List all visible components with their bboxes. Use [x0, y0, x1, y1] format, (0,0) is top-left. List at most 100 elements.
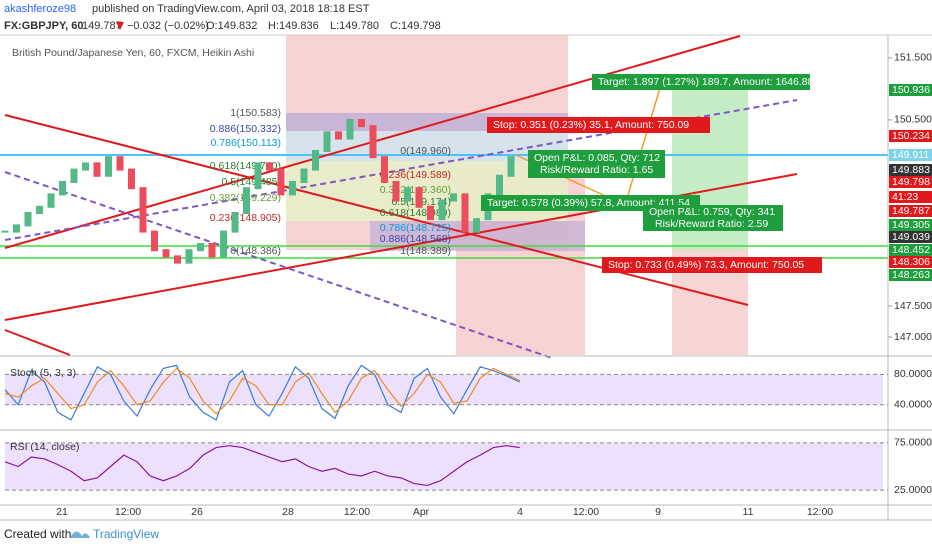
- price-tag-label: 148.263: [892, 269, 930, 281]
- fib-left: 1(150.583) 0.886(150.332) 0.786(150.113)…: [210, 107, 451, 257]
- candle: [47, 193, 55, 208]
- footer-brand[interactable]: TradingView: [93, 527, 159, 541]
- fib-label: 0.886(148.568): [380, 233, 451, 245]
- pnl-box: [643, 205, 783, 231]
- indicator-line: [4, 445, 520, 487]
- price-tag-label: 149.911: [892, 149, 929, 161]
- candle: [93, 162, 101, 177]
- price-tag: [889, 269, 932, 281]
- fib-label: 0.618(149.740): [210, 160, 281, 172]
- open: O:149.832: [206, 20, 257, 32]
- stop-label: Stop: 0.351 (0.23%) 35.1, Amount: 750.09: [493, 119, 689, 131]
- candle: [116, 156, 124, 171]
- stop-box: [487, 117, 710, 133]
- x-tick-label: 12:00: [807, 506, 833, 518]
- y-tick-label: 147.500: [894, 300, 932, 312]
- price-tag-label: 149.787: [892, 205, 930, 217]
- target-label: Target: 0.578 (0.39%) 57.8, Amount: 411.…: [487, 197, 690, 209]
- price-tag-label: 149.305: [892, 219, 930, 231]
- candle: [105, 156, 112, 177]
- candle: [496, 174, 503, 196]
- y-tick-label: 40.0000: [894, 399, 932, 411]
- published: published on TradingView.com, April 03, …: [92, 3, 370, 15]
- fib-label: 0(148.386): [230, 245, 281, 257]
- candle: [427, 205, 434, 221]
- x-tick-label: 28: [282, 506, 294, 518]
- fib-label: 0(149.960): [400, 145, 451, 157]
- candle: [392, 180, 400, 202]
- symbol: FX:GBPJPY, 60: [4, 20, 83, 32]
- price-tag: [889, 256, 932, 268]
- candle: [231, 211, 239, 233]
- x-tick-label: 12:00: [573, 506, 599, 518]
- chart-title: British Pound/Japanese Yen, 60, FXCM, He…: [12, 47, 254, 59]
- x-tick-label: 4: [517, 506, 523, 518]
- price-tag: [889, 176, 932, 188]
- y-tick-label: 25.0000: [894, 484, 932, 496]
- price-tag: [889, 84, 932, 96]
- panel-band: [5, 374, 883, 405]
- fib-label: 0.236(149.589): [380, 169, 451, 181]
- price-tag-label: 150.936: [892, 84, 930, 96]
- candle: [415, 187, 423, 208]
- price-tag: [889, 231, 932, 243]
- logo: [70, 531, 90, 538]
- price-tag: [889, 219, 932, 231]
- panel-title: Stoch (5, 3, 3): [10, 367, 76, 379]
- last: 149.787: [82, 20, 122, 32]
- x-tick-label: 21: [56, 506, 68, 518]
- candle: [473, 218, 480, 233]
- candle: [323, 131, 331, 152]
- indicator-line: [4, 364, 521, 421]
- indicator-line: [4, 367, 521, 415]
- panel-title: RSI (14, close): [10, 441, 79, 453]
- candle: [13, 224, 20, 233]
- price-tag: [889, 191, 932, 203]
- y-tick-label: 80.0000: [894, 368, 932, 380]
- candle: [300, 168, 308, 183]
- candle: [369, 125, 377, 159]
- panel-band: [5, 442, 883, 491]
- candle: [507, 156, 515, 177]
- fib-label: 0.786(148.725): [380, 222, 451, 234]
- trend-line: [4, 114, 749, 306]
- low: L:149.780: [330, 20, 379, 32]
- pnl-label: Open P&L: 0.085, Qty: 712: [534, 152, 660, 164]
- rr-label: Risk/Reward Ratio: 2.59: [655, 218, 768, 230]
- price-tag: [889, 205, 932, 217]
- candle: [1, 230, 9, 233]
- candle: [254, 162, 262, 190]
- dashed-line: [4, 171, 553, 359]
- price-tag-label: 149.039: [892, 231, 930, 243]
- candle: [266, 162, 273, 171]
- high: H:149.836: [268, 20, 319, 32]
- fib-label: 1(148.389): [400, 245, 451, 257]
- y-tick-label: 75.0000: [894, 437, 932, 449]
- candle: [277, 168, 285, 196]
- pnl-box: [528, 150, 665, 178]
- price-tag: [889, 244, 932, 256]
- x-tick-label: Apr: [413, 506, 430, 518]
- price-tag: [889, 130, 932, 142]
- candle: [346, 118, 354, 140]
- price-tag-label: 149.883: [892, 164, 930, 176]
- candle: [151, 230, 158, 252]
- price-tag-label: 148.452: [892, 244, 930, 256]
- y-tick-label: 151.500: [894, 52, 932, 64]
- y-tick-label: 147.000: [894, 331, 932, 343]
- candle: [36, 205, 43, 214]
- candle: [312, 149, 319, 171]
- candle: [335, 131, 342, 140]
- fib-label: 0.236(148.905): [210, 212, 281, 224]
- fib-label: 0.786(150.113): [211, 137, 281, 149]
- x-tick-label: 12:00: [115, 506, 141, 518]
- x-tick-label: 11: [743, 506, 754, 518]
- candle: [59, 180, 66, 196]
- price-tag-label: 41:23: [892, 191, 918, 203]
- candle: [197, 242, 204, 252]
- price-tag: [889, 149, 932, 161]
- user[interactable]: akashferoze98: [4, 3, 76, 15]
- x-tick-label: 26: [191, 506, 203, 518]
- trend-line: [4, 329, 71, 356]
